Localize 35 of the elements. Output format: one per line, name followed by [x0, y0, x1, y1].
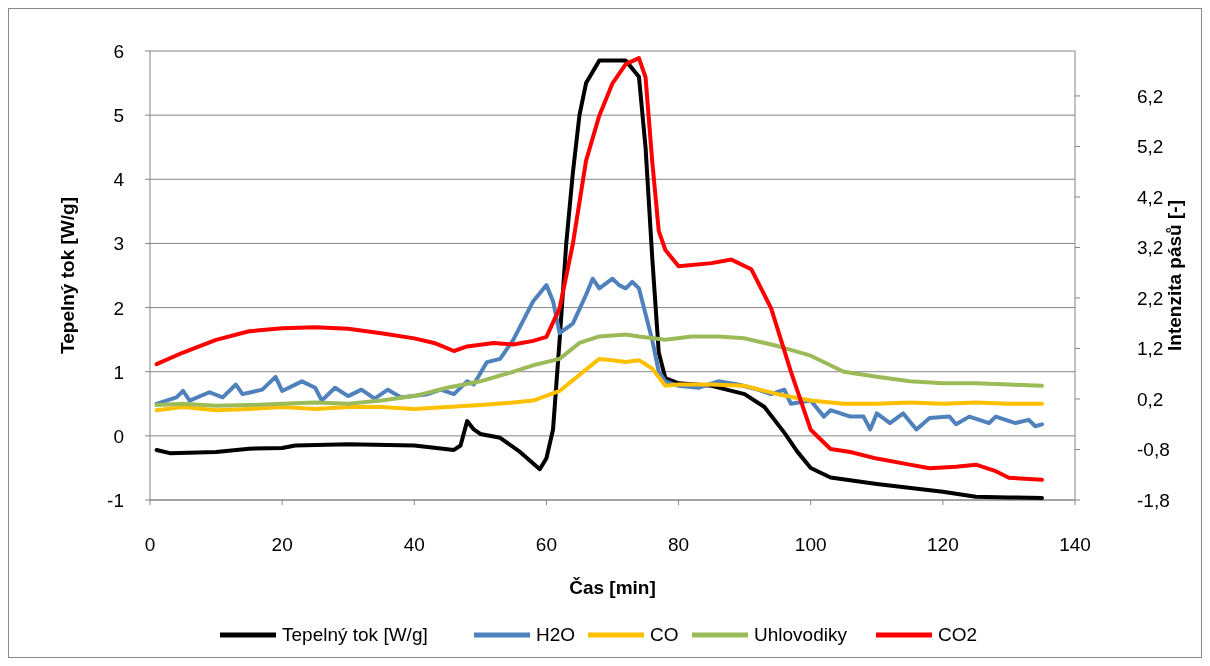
- legend-label: H2O: [536, 624, 576, 645]
- y-tick-label: 3: [113, 233, 124, 255]
- legend-label: Uhlovodiky: [754, 624, 848, 645]
- y-tick-label: 1: [113, 361, 124, 383]
- x-tick-label: 120: [927, 534, 959, 555]
- x-axis-title: Čas [min]: [569, 577, 656, 598]
- y-tick-label: 4: [113, 169, 125, 191]
- y2-tick-label: -1,8: [1137, 490, 1170, 511]
- legend-label: CO: [650, 624, 679, 645]
- y2-tick-label: -0,8: [1137, 439, 1170, 461]
- y2-tick-label: 3,2: [1137, 237, 1164, 259]
- x-tick-label: 140: [1059, 534, 1091, 555]
- legend-label: Tepelný tok [W/g]: [282, 624, 428, 645]
- y2-tick-label: 2,2: [1137, 287, 1164, 309]
- y2-tick-label: 0,2: [1137, 388, 1164, 410]
- x-tick-label: 80: [668, 534, 690, 555]
- y-tick-label: 2: [113, 297, 124, 319]
- y2-axis-title: Intenzita pásů [-]: [1164, 200, 1185, 351]
- y2-tick-label: 1,2: [1137, 338, 1164, 360]
- y2-tick-label: 4,2: [1137, 186, 1164, 208]
- y-tick-label: 0: [113, 425, 124, 447]
- y2-tick-label: 5,2: [1137, 136, 1164, 158]
- y-tick-label: 6: [113, 41, 124, 62]
- x-tick-label: 100: [794, 534, 827, 555]
- x-tick-label: 20: [271, 534, 293, 555]
- y-axis-title: Tepelný tok [W/g]: [57, 197, 78, 354]
- x-tick-label: 0: [144, 534, 156, 555]
- y2-tick-label: 6,2: [1137, 85, 1164, 107]
- y-tick-label: 5: [113, 105, 124, 127]
- line-series: [154, 356, 1044, 413]
- x-tick-label: 60: [535, 534, 557, 555]
- y-tick-label: -1: [107, 490, 124, 511]
- legend-label: CO2: [938, 624, 978, 645]
- x-tick-label: 40: [403, 534, 425, 555]
- line-series: [154, 332, 1044, 408]
